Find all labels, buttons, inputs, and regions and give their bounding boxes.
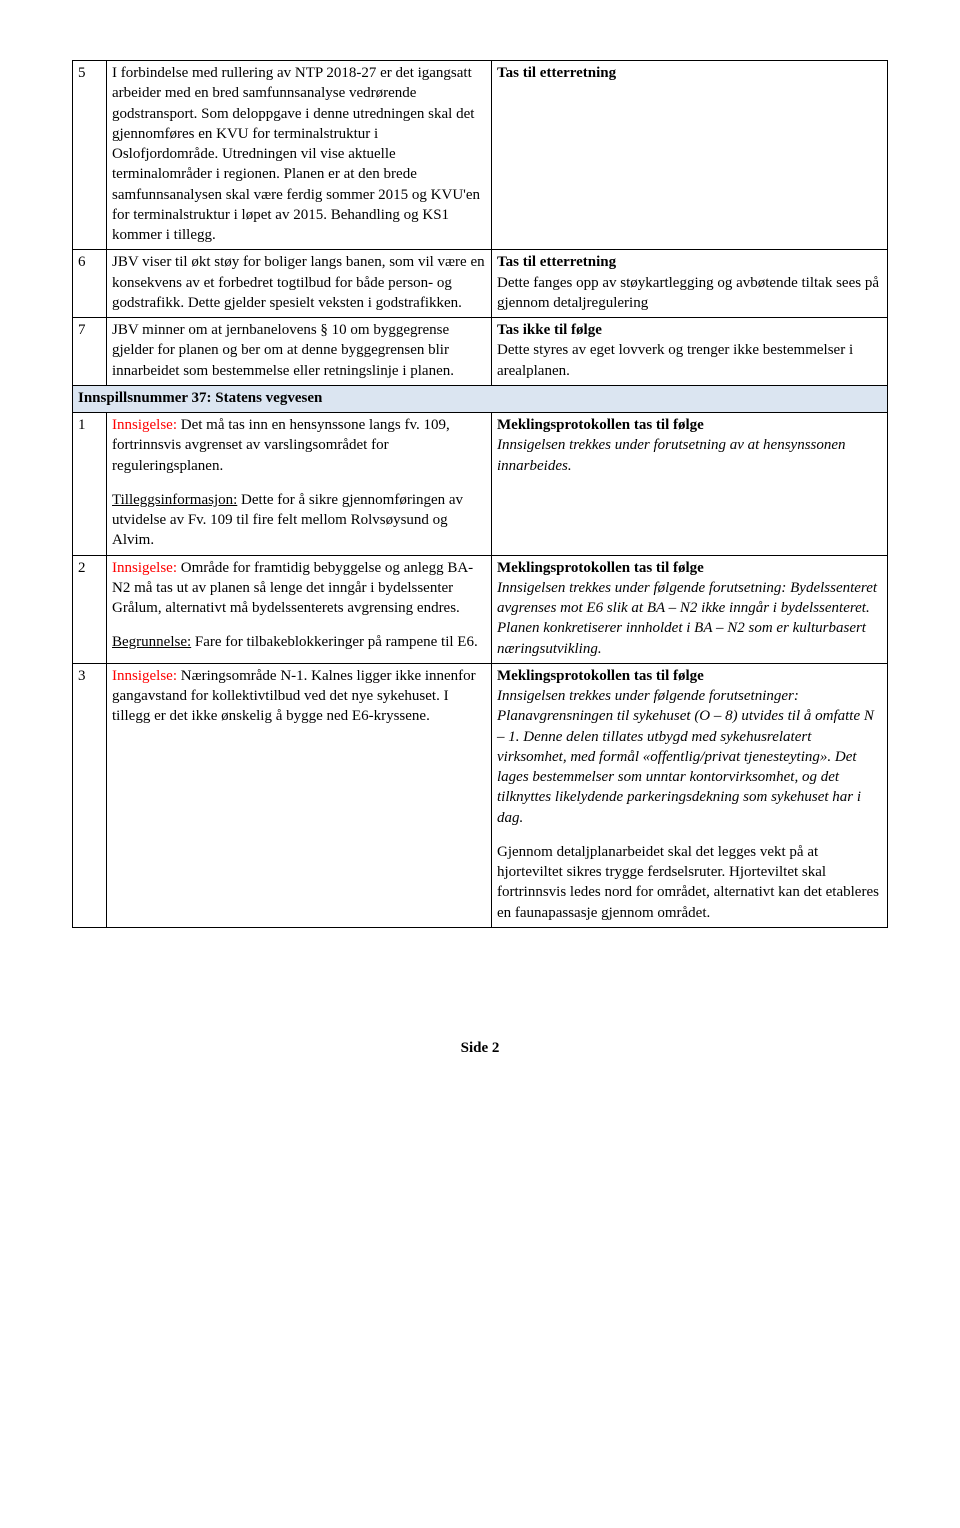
row-left: Innsigelse: Det må tas inn en hensynsson… [107, 413, 492, 556]
status-italic: Innsigelsen trekkes under følgende forut… [497, 580, 877, 657]
status-italic: Innsigelsen trekkes under forutsetning a… [497, 437, 846, 473]
innsigelse-label: Innsigelse: [112, 668, 177, 684]
status-p2: Gjennom detaljplanarbeidet skal det legg… [497, 842, 882, 923]
footer-label: Side [461, 1040, 492, 1056]
innsigelse-label: Innsigelse: [112, 417, 177, 433]
row-right: Meklingsprotokollen tas til følge Innsig… [492, 555, 888, 663]
row-right: Meklingsprotokollen tas til følge Innsig… [492, 413, 888, 556]
status-bold: Meklingsprotokollen tas til følge [497, 417, 704, 433]
row-number: 3 [73, 663, 107, 927]
table-row: 3 Innsigelse: Næringsområde N-1. Kalnes … [73, 663, 888, 927]
begrunnelse-label: Begrunnelse: [112, 634, 191, 650]
row-right: Tas til etterretning Dette fanges opp av… [492, 250, 888, 318]
row-number: 7 [73, 318, 107, 386]
table-row: 5 I forbindelse med rullering av NTP 201… [73, 61, 888, 250]
table-row: 2 Innsigelse: Område for framtidig bebyg… [73, 555, 888, 663]
status-bold: Meklingsprotokollen tas til følge [497, 668, 704, 684]
row-left: JBV viser til økt støy for boliger langs… [107, 250, 492, 318]
row-right: Tas ikke til følge Dette styres av eget … [492, 318, 888, 386]
row-right: Meklingsprotokollen tas til følge Innsig… [492, 663, 888, 927]
row-left: Innsigelse: Område for framtidig bebygge… [107, 555, 492, 663]
row-number: 1 [73, 413, 107, 556]
table-row: 7 JBV minner om at jernbanelovens § 10 o… [73, 318, 888, 386]
innsigelse-label: Innsigelse: [112, 560, 177, 576]
tillegg-label: Tilleggsinformasjon: [112, 492, 237, 508]
status-bold: Tas til etterretning [497, 65, 616, 81]
page-footer: Side 2 [72, 1038, 888, 1058]
status-italic: Innsigelsen trekkes under følgende forut… [497, 688, 874, 826]
status-bold: Tas ikke til følge [497, 322, 602, 338]
row-number: 2 [73, 555, 107, 663]
status-bold: Meklingsprotokollen tas til følge [497, 560, 704, 576]
begrunnelse-text: Fare for tilbakeblokkeringer på rampene … [191, 634, 478, 650]
status-text: Dette styres av eget lovverk og trenger … [497, 342, 853, 378]
status-bold: Tas til etterretning [497, 254, 616, 270]
row-number: 6 [73, 250, 107, 318]
table-row: 1 Innsigelse: Det må tas inn en hensynss… [73, 413, 888, 556]
document-table: 5 I forbindelse med rullering av NTP 201… [72, 60, 888, 928]
row-number: 5 [73, 61, 107, 250]
row-left: Innsigelse: Næringsområde N-1. Kalnes li… [107, 663, 492, 927]
table-row: 6 JBV viser til økt støy for boliger lan… [73, 250, 888, 318]
row-right: Tas til etterretning [492, 61, 888, 250]
status-text: Dette fanges opp av støykartlegging og a… [497, 275, 879, 311]
section-header-text: Innspillsnummer 37: Statens vegvesen [73, 385, 888, 412]
section-header-row: Innspillsnummer 37: Statens vegvesen [73, 385, 888, 412]
footer-page: 2 [492, 1040, 500, 1056]
row-left: I forbindelse med rullering av NTP 2018-… [107, 61, 492, 250]
row-left: JBV minner om at jernbanelovens § 10 om … [107, 318, 492, 386]
